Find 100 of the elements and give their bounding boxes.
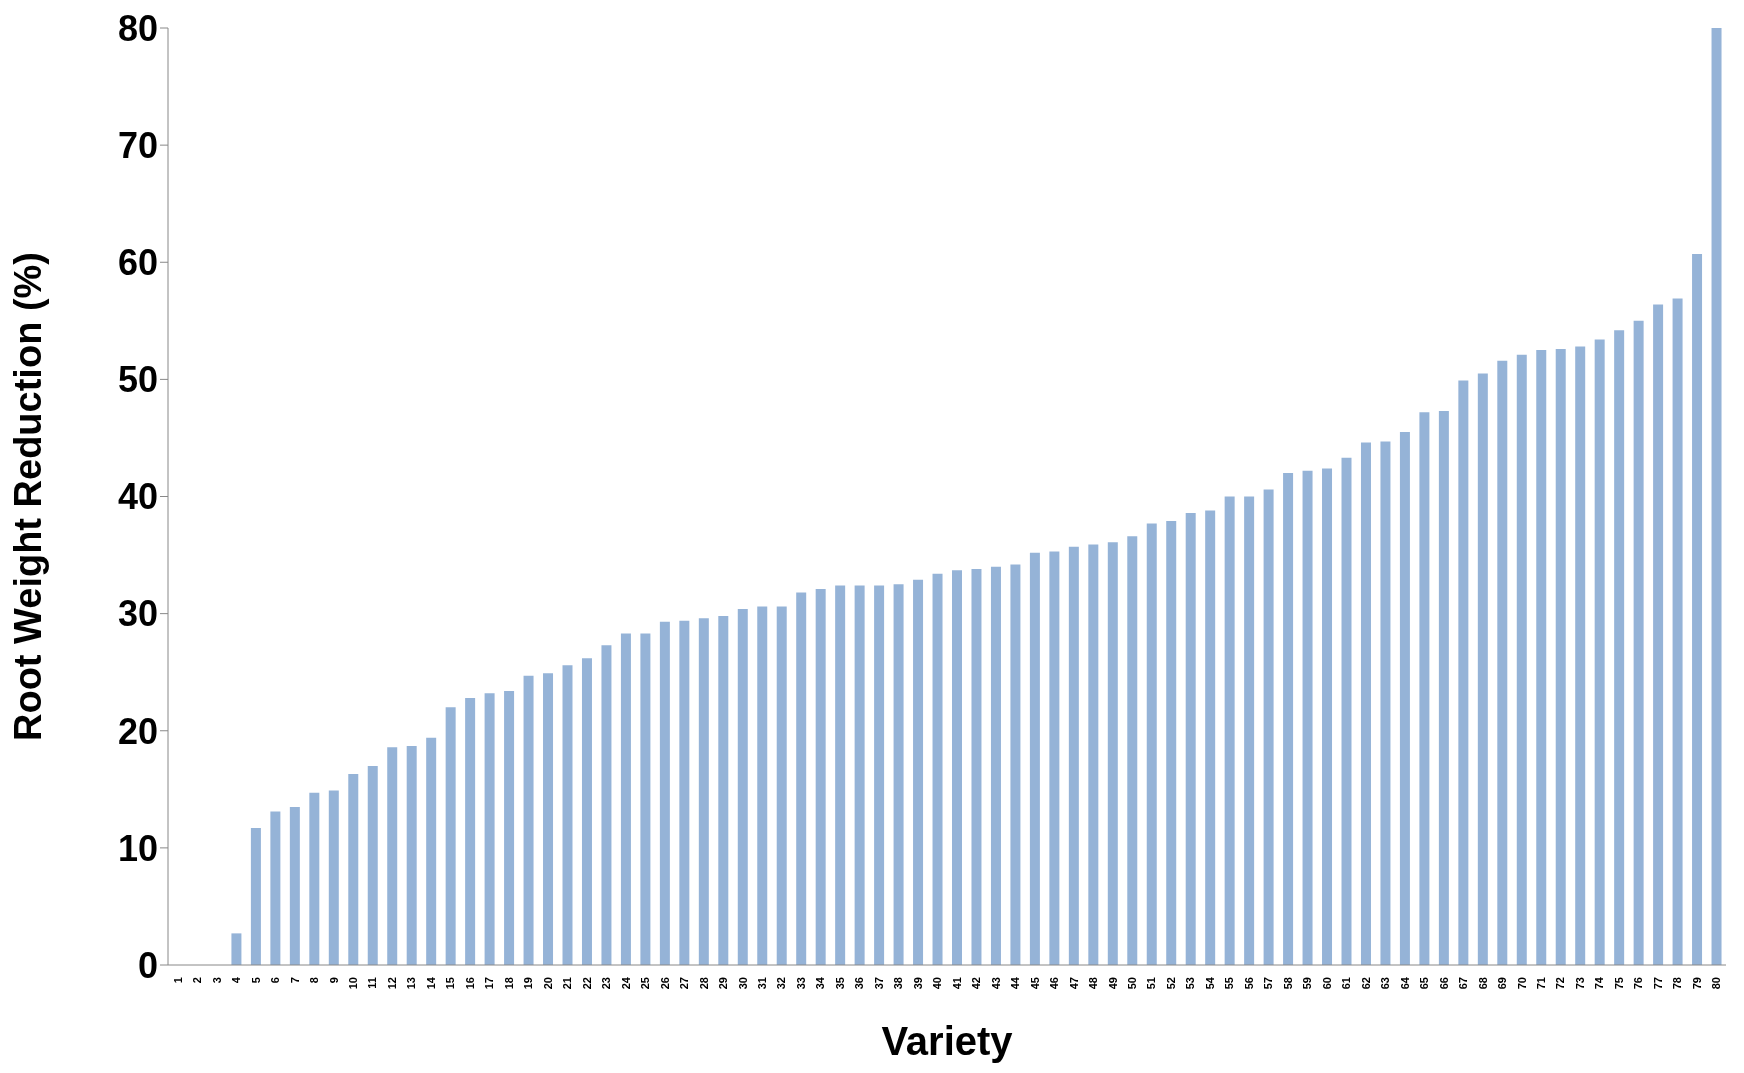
x-tick-label: 29 <box>717 977 730 990</box>
x-tick-label: 42 <box>970 977 983 990</box>
bar <box>1360 442 1371 965</box>
x-tick-label: 60 <box>1320 977 1333 990</box>
x-tick-label: 52 <box>1164 977 1177 990</box>
x-tick-label: 67 <box>1457 977 1470 990</box>
y-tick-label: 60 <box>117 242 158 284</box>
x-tick-label: 59 <box>1301 977 1314 990</box>
x-tick-label: 4 <box>230 976 243 984</box>
x-tick-label: 34 <box>814 976 827 990</box>
x-tick-label: 32 <box>775 977 788 990</box>
x-tick-label: 6 <box>269 977 282 984</box>
y-axis-title: Root Weight Reduction (%) <box>7 251 50 742</box>
bar <box>932 573 943 965</box>
bar <box>1166 521 1177 965</box>
bar <box>426 737 437 965</box>
y-tick-label: 10 <box>117 827 158 869</box>
bar <box>1224 496 1235 965</box>
x-tick-label: 80 <box>1710 977 1723 990</box>
x-tick-label: 79 <box>1690 977 1703 990</box>
bar <box>1263 489 1274 965</box>
bar <box>445 707 456 965</box>
bar <box>250 827 261 965</box>
x-tick-label: 24 <box>619 976 632 990</box>
bar <box>1497 360 1508 965</box>
y-tick-label: 20 <box>117 710 158 752</box>
bar <box>1516 354 1527 965</box>
x-tick-label: 15 <box>444 977 457 990</box>
bar <box>387 747 398 965</box>
bar <box>289 806 300 965</box>
y-tick-label: 30 <box>117 593 158 635</box>
bar <box>309 792 320 965</box>
x-tick-label: 41 <box>950 977 963 990</box>
bar <box>737 608 748 965</box>
bar <box>1302 470 1313 965</box>
x-tick-label: 37 <box>872 977 885 990</box>
bar <box>990 566 1001 965</box>
bar <box>1399 432 1410 965</box>
bar <box>231 933 242 965</box>
x-tick-label: 74 <box>1593 976 1606 990</box>
x-tick-label: 2 <box>191 977 204 984</box>
bar <box>1711 28 1722 965</box>
bar <box>1653 304 1664 965</box>
x-tick-label: 11 <box>366 977 379 989</box>
x-tick-label: 61 <box>1340 977 1353 990</box>
x-tick-label: 19 <box>522 977 535 990</box>
bar <box>601 645 612 965</box>
x-tick-label: 50 <box>1126 977 1139 990</box>
x-tick-label: 28 <box>697 977 710 990</box>
bar <box>1146 523 1157 965</box>
bar <box>874 585 885 965</box>
bar <box>1322 468 1333 965</box>
y-tick-label: 70 <box>117 124 158 166</box>
x-tick-label: 31 <box>755 977 768 990</box>
bar <box>854 585 865 965</box>
x-tick-label: 58 <box>1281 977 1294 990</box>
bar <box>698 618 709 965</box>
bar <box>1477 373 1488 965</box>
bar <box>1068 546 1079 965</box>
bar <box>659 621 670 965</box>
bar <box>523 675 534 965</box>
bar <box>543 673 554 965</box>
bar <box>1380 441 1391 965</box>
x-tick-label: 51 <box>1145 977 1158 990</box>
bar <box>367 765 378 965</box>
bar <box>835 585 846 965</box>
bar <box>679 620 690 965</box>
x-tick-label: 8 <box>308 977 321 984</box>
bar <box>757 606 768 965</box>
x-tick-label: 53 <box>1184 977 1197 990</box>
bar <box>796 592 807 965</box>
bar <box>504 690 515 965</box>
bar <box>1283 473 1294 965</box>
x-tick-label: 35 <box>833 977 846 990</box>
x-tick-label: 14 <box>424 976 437 990</box>
x-tick-label: 48 <box>1087 977 1100 990</box>
x-tick-label: 23 <box>600 977 613 990</box>
x-tick-label: 54 <box>1203 976 1216 990</box>
x-tick-label: 21 <box>561 977 574 990</box>
bar <box>620 633 631 965</box>
x-tick-label: 66 <box>1437 977 1450 990</box>
bar <box>270 811 281 965</box>
bar <box>1049 551 1060 965</box>
bar <box>484 693 495 965</box>
bar <box>1692 254 1703 965</box>
bar <box>1029 552 1040 965</box>
x-tick-label: 25 <box>639 977 652 990</box>
x-tick-label: 38 <box>892 977 905 990</box>
x-tick-label: 17 <box>483 977 496 990</box>
bar <box>1633 320 1644 965</box>
y-tick-label: 50 <box>117 359 158 401</box>
bar <box>1010 564 1021 965</box>
bar <box>1555 348 1566 965</box>
x-tick-label: 1 <box>171 977 184 984</box>
x-tick-label: 22 <box>580 977 593 990</box>
x-tick-label: 73 <box>1573 977 1586 990</box>
bar <box>1088 544 1099 965</box>
x-tick-label: 18 <box>502 977 515 990</box>
x-tick-label: 12 <box>385 977 398 990</box>
x-tick-label: 3 <box>210 977 223 984</box>
